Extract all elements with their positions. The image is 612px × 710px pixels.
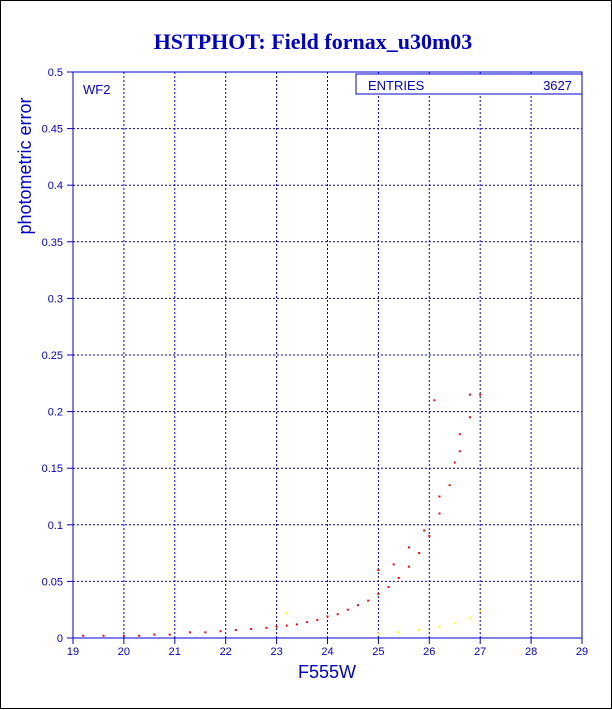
x-tick-label: 20 <box>118 646 130 658</box>
stats-entries-value: 3627 <box>543 78 572 93</box>
grid-lines <box>73 72 582 638</box>
data-point <box>122 634 125 637</box>
data-point <box>219 630 222 633</box>
data-point <box>316 618 319 621</box>
data-point <box>275 625 278 628</box>
y-tick-label: 0.15 <box>42 463 63 475</box>
data-point <box>433 399 436 402</box>
data-point <box>407 546 410 549</box>
data-point <box>479 393 482 396</box>
data-point <box>357 604 360 607</box>
data-point <box>428 535 431 538</box>
data-point <box>285 624 288 627</box>
data-point <box>234 629 237 632</box>
axis-ticks: 19 20 21 22 23 24 25 26 27 28 29 0 0.05 0.1 0.15 0.2 0.2… <box>42 67 589 658</box>
y-tick-label: 0.2 <box>48 407 63 419</box>
x-tick-label: 27 <box>474 646 486 658</box>
data-point-secondary <box>438 625 441 628</box>
stats-box <box>355 73 583 95</box>
data-point <box>418 552 421 555</box>
data-point <box>367 599 370 602</box>
data-point <box>295 623 298 626</box>
data-point <box>326 615 329 618</box>
data-point <box>346 608 349 611</box>
data-point <box>168 633 171 636</box>
data-point <box>407 565 410 568</box>
data-point <box>82 634 85 637</box>
x-tick-label: 24 <box>321 646 333 658</box>
data-point-secondary <box>377 632 380 635</box>
data-point <box>392 563 395 566</box>
y-tick-label: 0.1 <box>48 520 63 532</box>
data-point <box>102 634 105 637</box>
data-point <box>153 633 156 636</box>
x-tick-label: 22 <box>220 646 232 658</box>
x-tick-label: 19 <box>67 646 79 658</box>
data-points <box>82 393 482 637</box>
data-point <box>397 577 400 580</box>
x-tick-label: 25 <box>372 646 384 658</box>
data-point-secondary <box>469 616 472 619</box>
y-tick-label: 0.35 <box>42 237 63 249</box>
data-point <box>458 433 461 436</box>
data-point <box>138 634 141 637</box>
y-tick-label: 0.25 <box>42 350 63 362</box>
data-point <box>377 569 380 572</box>
data-point <box>387 586 390 589</box>
chart-title: HSTPHOT: Field fornax_u30m03 <box>154 29 473 54</box>
data-point-secondary <box>418 629 421 632</box>
data-point-secondary <box>397 631 400 634</box>
y-tick-label: 0 <box>57 633 63 645</box>
data-point <box>458 450 461 453</box>
y-tick-label: 0.05 <box>42 576 63 588</box>
data-point-secondary <box>285 612 288 615</box>
y-tick-label: 0.5 <box>48 67 63 79</box>
x-tick-label: 26 <box>423 646 435 658</box>
x-tick-label: 28 <box>525 646 537 658</box>
y-axis-label: photometric error <box>15 97 35 234</box>
data-point <box>469 393 472 396</box>
data-point <box>306 621 309 624</box>
data-point <box>448 484 451 487</box>
data-point <box>438 512 441 515</box>
data-point <box>265 626 268 629</box>
data-point <box>336 613 339 616</box>
x-tick-label: 21 <box>169 646 181 658</box>
stats-entries-label: ENTRIES <box>368 78 425 93</box>
data-point <box>189 631 192 634</box>
data-point-secondary <box>453 622 456 625</box>
data-point <box>453 461 456 464</box>
y-tick-label: 0.45 <box>42 124 63 136</box>
data-point <box>204 631 207 634</box>
y-tick-label: 0.4 <box>48 180 63 192</box>
x-axis-label: F555W <box>298 662 356 682</box>
data-point <box>438 495 441 498</box>
x-tick-label: 29 <box>576 646 588 658</box>
data-point <box>250 627 253 630</box>
panel-label: WF2 <box>83 82 110 97</box>
y-tick-label: 0.3 <box>48 293 63 305</box>
data-point <box>423 529 426 532</box>
x-tick-label: 23 <box>270 646 282 658</box>
data-point-secondary <box>479 609 482 612</box>
data-point <box>377 592 380 595</box>
data-point <box>469 416 472 419</box>
